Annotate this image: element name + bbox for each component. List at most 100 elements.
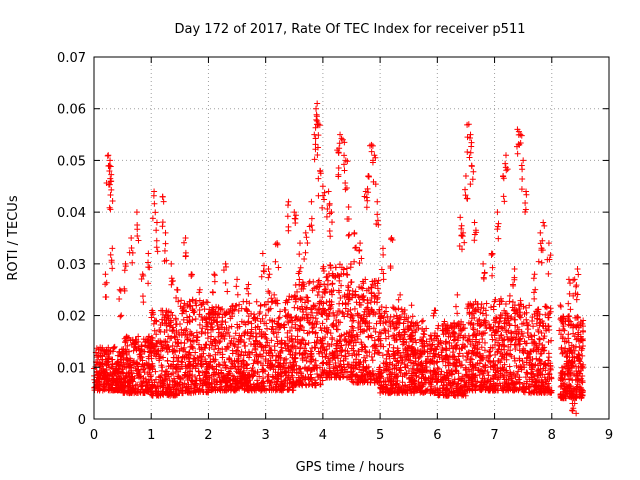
data-point [299, 357, 306, 364]
data-point [341, 167, 348, 174]
data-point [270, 374, 277, 381]
data-point [207, 338, 214, 345]
data-point [354, 310, 361, 317]
data-point [221, 387, 228, 394]
data-point [326, 298, 333, 305]
data-point [391, 365, 398, 372]
data-point [340, 361, 347, 368]
data-point [208, 333, 215, 340]
data-point [134, 360, 141, 367]
data-point [126, 335, 133, 342]
data-point [314, 292, 321, 299]
data-point [159, 388, 166, 395]
data-point [282, 340, 289, 347]
data-point [428, 383, 435, 390]
data-point [371, 342, 378, 349]
data-point [101, 383, 108, 390]
data-point [293, 362, 300, 369]
data-point [538, 259, 545, 266]
data-point [273, 383, 280, 390]
data-point [411, 360, 418, 367]
data-point [326, 227, 333, 234]
data-point [519, 166, 526, 173]
data-point [314, 152, 321, 159]
data-point [462, 172, 469, 179]
data-point [318, 340, 325, 347]
data-point [234, 276, 241, 283]
data-point [326, 200, 333, 207]
data-point [156, 373, 163, 380]
data-point [268, 378, 275, 385]
data-point [351, 230, 358, 237]
data-point [540, 219, 547, 226]
data-point [321, 189, 328, 196]
data-point [314, 334, 321, 341]
data-point [358, 346, 365, 353]
data-point [263, 335, 270, 342]
data-point [299, 382, 306, 389]
data-point [378, 369, 385, 376]
data-point [171, 375, 178, 382]
data-point [503, 152, 509, 159]
data-point [319, 204, 326, 211]
data-point [135, 237, 142, 244]
data-point [495, 220, 502, 227]
data-point [309, 309, 316, 316]
data-point [528, 333, 535, 340]
data-point [145, 333, 152, 340]
data-point [324, 329, 331, 336]
data-point [150, 311, 157, 318]
data-point [313, 339, 320, 346]
data-point [147, 373, 154, 380]
data-point [198, 363, 205, 370]
data-point [275, 369, 282, 376]
data-point [367, 299, 374, 306]
data-point [244, 387, 251, 394]
data-point [305, 319, 312, 326]
data-point [334, 340, 341, 347]
data-point [345, 203, 352, 210]
data-point [447, 333, 454, 340]
data-point [557, 302, 564, 309]
data-point [339, 136, 346, 143]
data-point [324, 281, 331, 288]
data-point [470, 168, 477, 175]
data-point [350, 317, 357, 324]
data-point [450, 391, 457, 398]
data-point [354, 335, 361, 342]
data-point [294, 327, 301, 334]
data-point [294, 333, 301, 340]
data-point [137, 373, 144, 380]
data-point [356, 320, 363, 327]
data-point [281, 369, 288, 376]
data-point [222, 279, 229, 286]
data-point [412, 328, 419, 335]
data-point [178, 345, 185, 352]
data-point [240, 352, 247, 359]
data-point [379, 352, 386, 359]
data-point [103, 279, 110, 286]
data-point [321, 325, 328, 332]
data-point [190, 332, 197, 339]
data-point [109, 197, 116, 204]
data-point [266, 271, 273, 278]
data-point [148, 334, 155, 341]
data-point [332, 264, 339, 271]
data-point [289, 363, 296, 370]
data-point [441, 374, 448, 381]
data-point [178, 332, 185, 339]
data-point [250, 360, 257, 367]
data-point [157, 321, 164, 328]
data-point [314, 310, 321, 317]
data-point [275, 321, 282, 328]
data-point [465, 332, 472, 339]
data-point [160, 198, 167, 205]
data-point [228, 323, 235, 330]
data-point [327, 261, 334, 268]
data-point [202, 358, 209, 365]
data-point [101, 376, 108, 383]
data-point [148, 352, 155, 359]
data-point [240, 298, 247, 305]
data-point [531, 289, 538, 296]
data-point [340, 310, 347, 317]
